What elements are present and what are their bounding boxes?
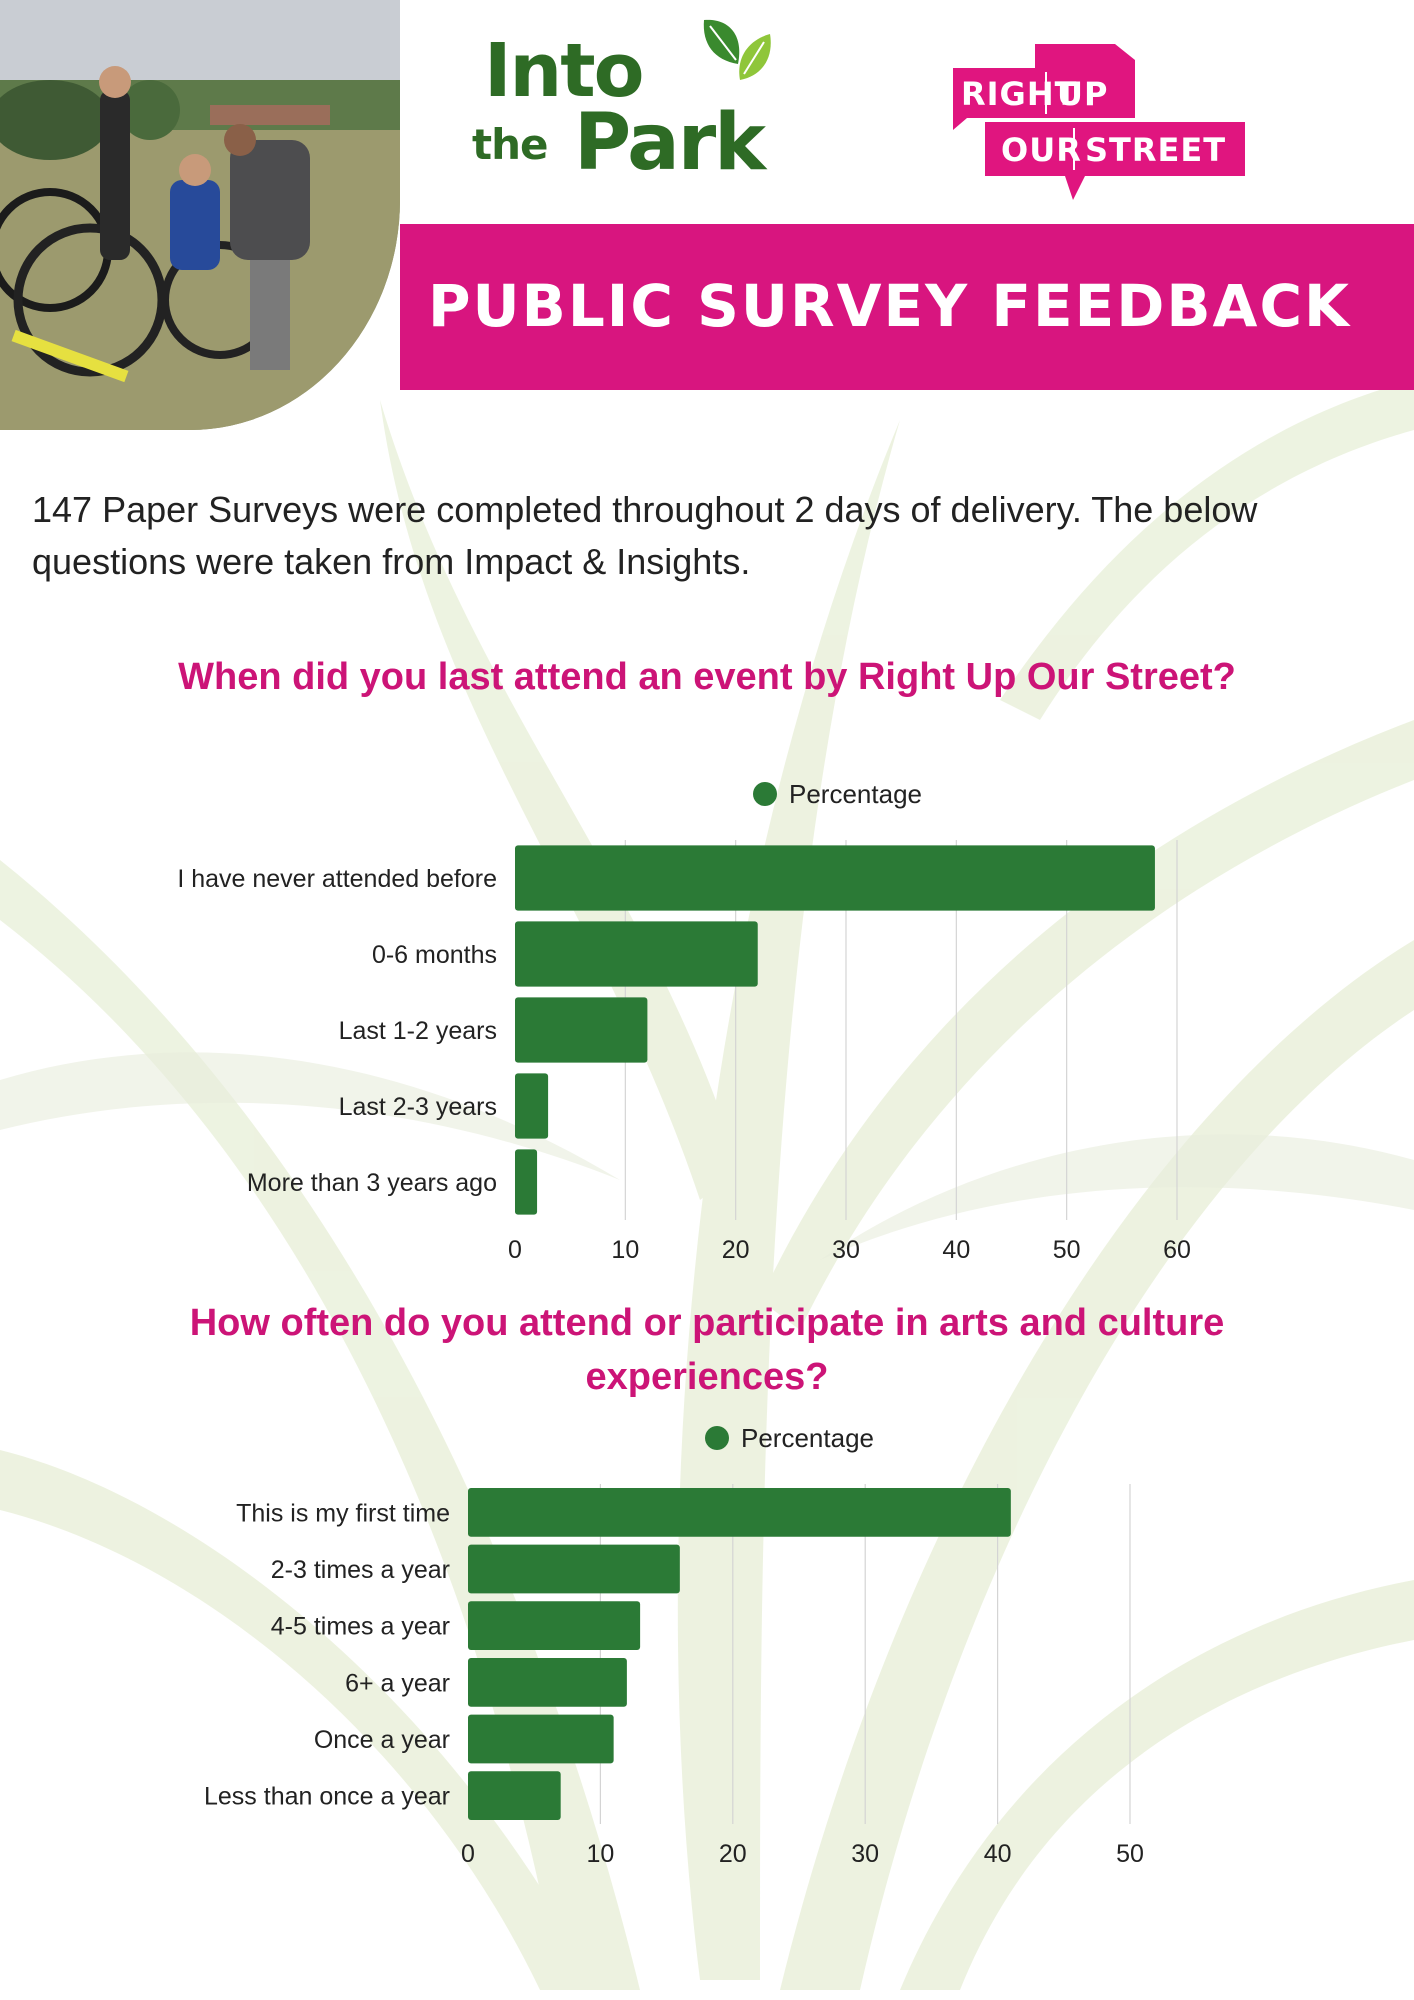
x-tick-label: 60 [1163,1236,1191,1260]
logo-into-text: Into [484,28,644,114]
chart2-title: How often do you attend or participate i… [189,1302,1225,1398]
ruos-our-text: OUR [1001,131,1082,169]
ruos-up-text: UP [1057,75,1109,113]
legend-swatch [753,782,777,806]
bar [468,1487,1011,1537]
x-tick-label: 30 [832,1236,860,1260]
into-the-park-logo: Into the Park [470,14,790,184]
ruos-street-text: STREET [1085,131,1227,169]
bar [515,921,758,987]
intro-paragraph: 147 Paper Surveys were completed through… [32,489,1258,582]
logo-park-text: Park [574,98,766,188]
category-label: Last 1-2 years [339,1017,497,1045]
bar [515,997,648,1063]
x-tick-label: 40 [984,1840,1012,1868]
bar [468,1771,561,1821]
bar [468,1714,614,1764]
category-label: Last 2-3 years [339,1093,497,1121]
page-title: PUBLIC SURVEY FEEDBACK [428,272,1351,340]
category-label: 6+ a year [345,1669,450,1697]
logo-the-text: the [472,120,548,169]
legend-label: Percentage [741,1423,874,1453]
x-tick-label: 50 [1053,1236,1081,1260]
x-tick-label: 10 [586,1840,614,1868]
bar [468,1657,627,1707]
category-label: Less than once a year [204,1783,450,1811]
x-tick-label: 0 [508,1236,522,1260]
bar [515,845,1155,911]
x-tick-label: 10 [611,1236,639,1260]
bar [515,1149,538,1215]
category-label: Once a year [314,1726,450,1754]
title-banner [400,224,1414,390]
bar [468,1544,680,1594]
x-tick-label: 0 [461,1840,475,1868]
chart-arts-frequency: Percentage 0 10 20 30 40 50 This is my first ti… [204,1423,1144,1868]
chart-last-attended: Percentage 0 10 20 30 40 50 60 I have never atte… [177,779,1191,1260]
right-up-our-street-logo: RIGHT UP OUR STREET [945,38,1245,208]
x-tick-label: 20 [719,1840,747,1868]
bar [515,1073,549,1139]
legend-swatch [705,1426,729,1450]
x-tick-label: 20 [722,1236,750,1260]
event-photo [0,0,400,430]
category-label: 4-5 times a year [271,1613,450,1641]
x-tick-label: 40 [942,1236,970,1260]
category-label: 0-6 months [372,941,497,969]
category-label: I have never attended before [177,865,497,893]
x-tick-label: 50 [1116,1840,1144,1868]
legend-label: Percentage [789,779,922,809]
x-tick-label: 30 [851,1840,879,1868]
chart1-title: When did you last attend an event by Rig… [178,656,1236,698]
ruos-right-text: RIGHT [961,75,1078,113]
category-label: 2-3 times a year [271,1556,450,1584]
leaf-icon [703,19,771,80]
bar [468,1601,641,1651]
category-label: This is my first time [236,1499,450,1527]
category-label: More than 3 years ago [247,1169,497,1197]
